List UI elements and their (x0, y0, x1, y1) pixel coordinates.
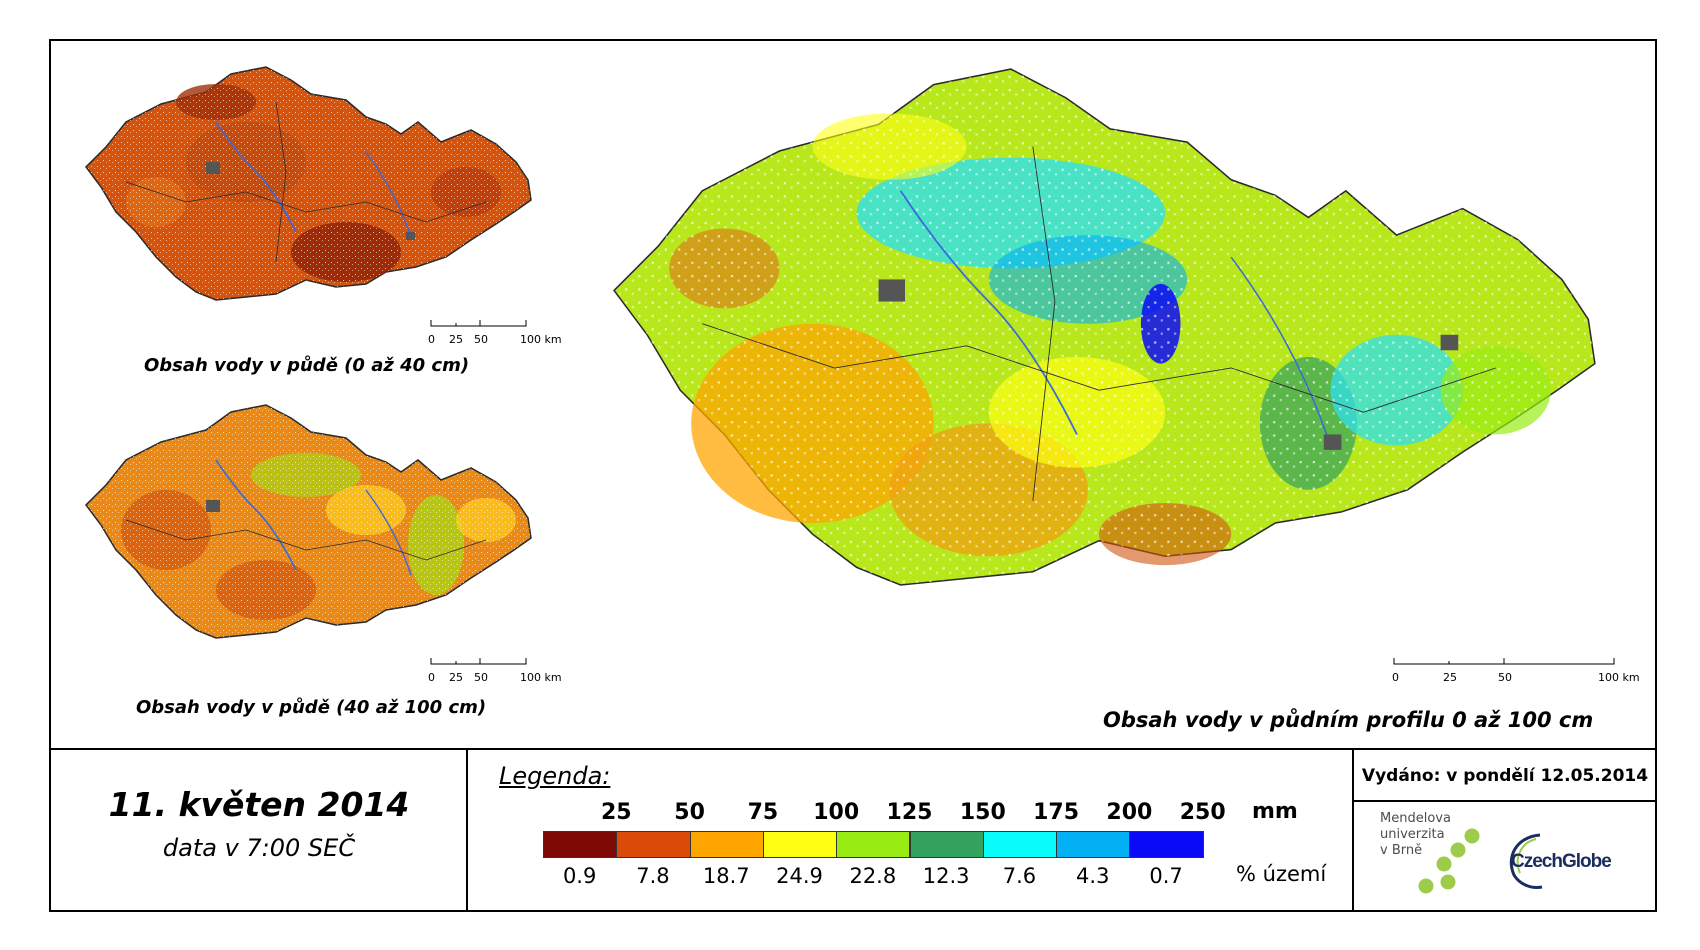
mendel-line-2: univerzita (1380, 827, 1445, 842)
legend-percent-9: 0.7 (1149, 864, 1183, 888)
mendel-dots-icon (1418, 828, 1480, 894)
legend-percent-6: 12.3 (922, 864, 970, 888)
legend-threshold-25: 25 (600, 800, 632, 825)
scale-bar-subsoil (430, 658, 527, 665)
legend-swatch-2 (616, 831, 691, 858)
scale-label-25: 25 (449, 333, 463, 346)
scale-bar-profile (1393, 658, 1615, 665)
legend-threshold-125: 125 (886, 800, 933, 825)
footer-divider-2 (1352, 748, 1354, 912)
legend-swatch-6 (909, 831, 984, 858)
map-topsoil (85, 66, 532, 301)
scale-label-50: 50 (1498, 671, 1512, 684)
legend-percent-3: 18.7 (702, 864, 750, 888)
legend-percent-unit: % území (1236, 862, 1327, 886)
caption-profile: Obsah vody v půdním profilu 0 až 100 cm (1103, 708, 1594, 732)
scale-label-0: 0 (1392, 671, 1399, 684)
legend-threshold-100: 100 (813, 800, 860, 825)
legend-unit: mm (1252, 799, 1298, 824)
scale-label-50: 50 (474, 333, 488, 346)
legend-percent-8: 4.3 (1076, 864, 1110, 888)
scale-label-0: 0 (428, 671, 435, 684)
caption-topsoil: Obsah vody v půdě (0 až 40 cm) (144, 355, 470, 376)
mendel-line-3: v Brně (1380, 843, 1423, 858)
legend-percent-4: 24.9 (776, 864, 823, 888)
scale-label-50: 50 (474, 671, 488, 684)
legend-percent-7: 7.6 (1002, 864, 1037, 888)
date-title: 11. květen 2014 (108, 785, 410, 824)
caption-subsoil: Obsah vody v půdě (40 až 100 cm) (136, 697, 487, 718)
legend-percent-1: 0.9 (562, 864, 597, 888)
legend-swatch-7 (982, 831, 1058, 858)
legend-swatch-1 (543, 831, 618, 858)
czechglobe-swoosh-icon (1509, 833, 1543, 889)
legend-threshold-150: 150 (959, 800, 1006, 825)
mendel-university-logo: Mendelova univerzita v Brně (1380, 811, 1451, 859)
issued-date: Vydáno: v pondělí 12.05.2014 (1361, 766, 1649, 786)
scale-bar-topsoil (430, 320, 527, 327)
legend-percent-5: 22.8 (849, 864, 897, 888)
issued-divider (1352, 800, 1657, 802)
scale-label-0: 0 (428, 333, 435, 346)
footer-divider (49, 748, 1657, 750)
legend-swatch-5 (836, 831, 911, 858)
scale-label-25: 25 (1443, 671, 1457, 684)
legend-threshold-50: 50 (674, 800, 705, 825)
czechglobe-logo: CzechGlobe (1502, 829, 1644, 891)
legend-title: Legenda: (499, 762, 611, 790)
mendel-line-1: Mendelova (1380, 811, 1451, 826)
legend-swatch-9 (1129, 831, 1204, 858)
legend-threshold-200: 200 (1106, 800, 1153, 825)
date-subtitle: data v 7:00 SEČ (162, 834, 356, 862)
footer-divider-1 (466, 748, 468, 912)
legend-threshold-250: 250 (1179, 800, 1226, 825)
scale-label-100: 100 km (520, 333, 562, 346)
legend-swatch-8 (1056, 831, 1131, 858)
map-subsoil (85, 404, 532, 639)
scale-label-100: 100 km (1598, 671, 1640, 684)
scale-label-100: 100 km (520, 671, 562, 684)
map-frame (49, 39, 1657, 912)
legend-threshold-75: 75 (747, 800, 779, 825)
legend-threshold-175: 175 (1033, 800, 1080, 825)
legend-percent-2: 7.8 (636, 864, 670, 888)
legend-swatch-4 (762, 831, 838, 858)
scale-label-25: 25 (449, 671, 463, 684)
czechglobe-wordmark: CzechGlobe (1511, 851, 1612, 872)
map-profile (612, 67, 1597, 587)
legend-swatch-3 (689, 831, 764, 858)
